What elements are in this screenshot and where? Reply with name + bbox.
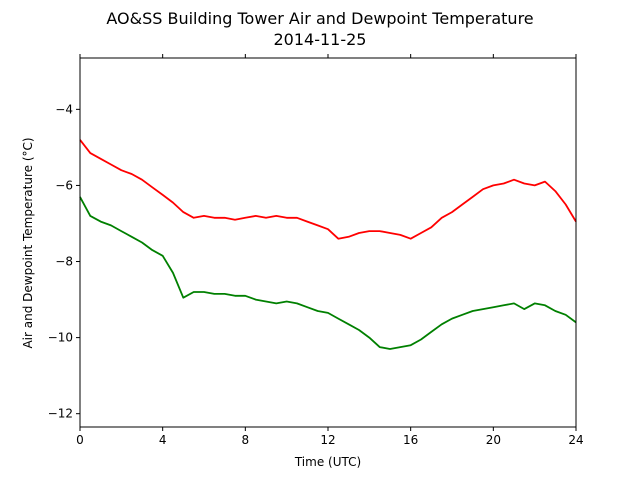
y-tick-label: −12 xyxy=(48,407,73,421)
x-tick-label: 24 xyxy=(568,433,583,447)
chart-title: AO&SS Building Tower Air and Dewpoint Te… xyxy=(106,9,533,28)
y-axis-label: Air and Dewpoint Temperature (°C) xyxy=(21,137,35,348)
x-tick-label: 8 xyxy=(242,433,250,447)
y-tick-label: −4 xyxy=(55,102,73,116)
y-axis-ticks: −12 −10 −8 −6 −4 xyxy=(48,102,80,421)
x-tick-label: 20 xyxy=(486,433,501,447)
series-line-air xyxy=(79,139,577,240)
x-tick-label: 12 xyxy=(320,433,335,447)
plot-frame xyxy=(79,57,577,428)
x-axis-ticks: 0 4 8 12 16 20 24 xyxy=(76,54,584,447)
y-tick-label: −6 xyxy=(55,178,73,192)
x-tick-label: 4 xyxy=(159,433,167,447)
chart-subtitle: 2014-11-25 xyxy=(274,30,367,49)
x-tick-label: 0 xyxy=(76,433,84,447)
x-tick-label: 16 xyxy=(403,433,418,447)
y-tick-label: −10 xyxy=(48,331,73,345)
series-line-dewpoint xyxy=(79,196,577,350)
x-axis-label: Time (UTC) xyxy=(294,455,361,469)
y-tick-label: −8 xyxy=(55,255,73,269)
series-layer xyxy=(79,139,577,350)
